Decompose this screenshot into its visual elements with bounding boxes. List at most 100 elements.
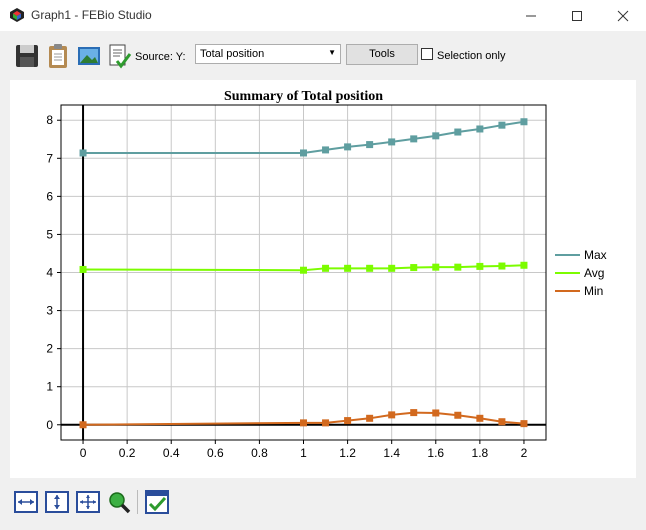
legend-label-avg: Avg xyxy=(584,266,604,280)
app-logo-icon xyxy=(10,8,24,22)
data-point-min xyxy=(498,418,506,426)
data-point-min xyxy=(300,419,307,427)
toolbar: Source: Y: Total position ▼ Tools Select… xyxy=(0,38,646,76)
series-line-avg xyxy=(83,264,524,272)
copy-clipboard-icon xyxy=(49,44,67,68)
x-tick-label: 1.6 xyxy=(427,446,444,460)
data-point-max xyxy=(344,143,352,151)
save-button[interactable] xyxy=(14,43,40,69)
source-combobox[interactable]: Total position ▼ xyxy=(195,44,341,64)
x-tick-label: 0.8 xyxy=(251,446,268,460)
fit-height-icon xyxy=(45,491,69,513)
copy-button[interactable] xyxy=(45,43,71,69)
data-point-min xyxy=(410,409,418,417)
plot-area[interactable]: Summary of Total position 0 0.2 0.4 0.6 0.8 1 1… xyxy=(10,80,636,478)
data-point-avg xyxy=(476,262,484,270)
data-point-avg xyxy=(498,262,506,270)
fit-all-icon xyxy=(76,491,100,513)
legend-label-max: Max xyxy=(584,248,607,262)
x-tick-label: 2 xyxy=(521,446,528,460)
data-point-max xyxy=(388,138,396,146)
data-point-avg xyxy=(79,265,87,273)
data-point-min xyxy=(476,414,484,422)
zoom-icon xyxy=(109,492,131,514)
x-tick-label: 0.2 xyxy=(119,446,136,460)
data-point-min xyxy=(79,421,87,429)
data-point-min xyxy=(432,409,440,417)
maximize-button[interactable] xyxy=(554,0,600,31)
x-tick-label: 0.4 xyxy=(163,446,180,460)
series-line-min xyxy=(83,411,525,426)
data-point-min xyxy=(322,419,330,427)
zoom-button[interactable] xyxy=(107,490,131,514)
y-tick-label: 1 xyxy=(46,380,53,394)
data-point-avg xyxy=(388,264,396,272)
data-point-avg xyxy=(520,261,528,269)
data-point-max xyxy=(410,135,418,143)
snapshot-button[interactable] xyxy=(76,43,102,69)
selection-only-checkbox[interactable] xyxy=(421,48,433,60)
data-point-avg xyxy=(432,263,440,271)
data-point-max xyxy=(454,128,462,136)
data-point-min xyxy=(454,411,462,419)
x-tick-label: 1.2 xyxy=(339,446,356,460)
data-point-avg xyxy=(344,264,352,272)
data-point-max xyxy=(79,149,87,157)
y-tick-label: 0 xyxy=(46,418,53,432)
close-button[interactable] xyxy=(600,0,646,31)
data-point-min xyxy=(388,411,396,419)
bottom-toolbar xyxy=(0,486,646,520)
x-tick-label: 1 xyxy=(300,446,307,460)
data-point-avg xyxy=(410,264,418,272)
fit-width-button[interactable] xyxy=(14,490,38,514)
x-tick-label: 0.6 xyxy=(207,446,224,460)
x-tick-label: 1.8 xyxy=(472,446,489,460)
y-tick-label: 6 xyxy=(46,189,53,203)
data-point-min xyxy=(520,420,528,428)
y-tick-label: 3 xyxy=(46,304,53,318)
fit-width-icon xyxy=(14,491,38,513)
select-toggle-button[interactable] xyxy=(145,490,169,514)
data-point-max xyxy=(300,149,307,157)
data-point-avg xyxy=(454,263,462,271)
chevron-down-icon: ▼ xyxy=(328,48,336,57)
data-point-max xyxy=(366,141,374,149)
window-title: Graph1 - FEBio Studio xyxy=(31,8,152,22)
export-data-button[interactable] xyxy=(107,43,133,69)
tools-button[interactable]: Tools xyxy=(346,44,418,65)
export-data-icon xyxy=(109,44,132,69)
x-tick-label: 0 xyxy=(80,446,87,460)
y-tick-label: 4 xyxy=(46,266,53,280)
data-point-avg xyxy=(366,264,374,272)
chart-title: Summary of Total position xyxy=(224,89,383,104)
data-point-avg xyxy=(300,266,307,274)
series-line-max xyxy=(83,120,525,154)
legend-label-min: Min xyxy=(584,284,603,298)
y-tick-label: 2 xyxy=(46,342,53,356)
data-point-avg xyxy=(322,264,330,272)
maximize-icon xyxy=(572,10,582,21)
select-check-icon xyxy=(145,490,169,514)
fit-height-button[interactable] xyxy=(45,490,69,514)
minimize-icon xyxy=(526,15,536,16)
plot-frame xyxy=(60,104,547,441)
data-point-max xyxy=(322,146,330,154)
source-label: Source: Y: xyxy=(135,51,186,63)
fit-all-button[interactable] xyxy=(76,490,100,514)
image-snapshot-icon xyxy=(78,47,100,65)
data-point-max xyxy=(476,125,484,133)
window-titlebar: Graph1 - FEBio Studio xyxy=(0,0,646,31)
selection-only-label: Selection only xyxy=(437,50,506,62)
data-point-min xyxy=(366,414,374,422)
y-tick-label: 7 xyxy=(46,151,53,165)
minimize-button[interactable] xyxy=(508,0,554,31)
source-value: Total position xyxy=(200,48,265,60)
data-point-max xyxy=(498,121,506,129)
y-tick-label: 8 xyxy=(46,113,53,127)
data-point-max xyxy=(432,132,440,140)
close-icon xyxy=(617,10,629,21)
save-icon xyxy=(16,45,38,67)
y-tick-label: 5 xyxy=(46,227,53,241)
data-point-max xyxy=(520,118,528,126)
data-point-min xyxy=(344,417,352,425)
